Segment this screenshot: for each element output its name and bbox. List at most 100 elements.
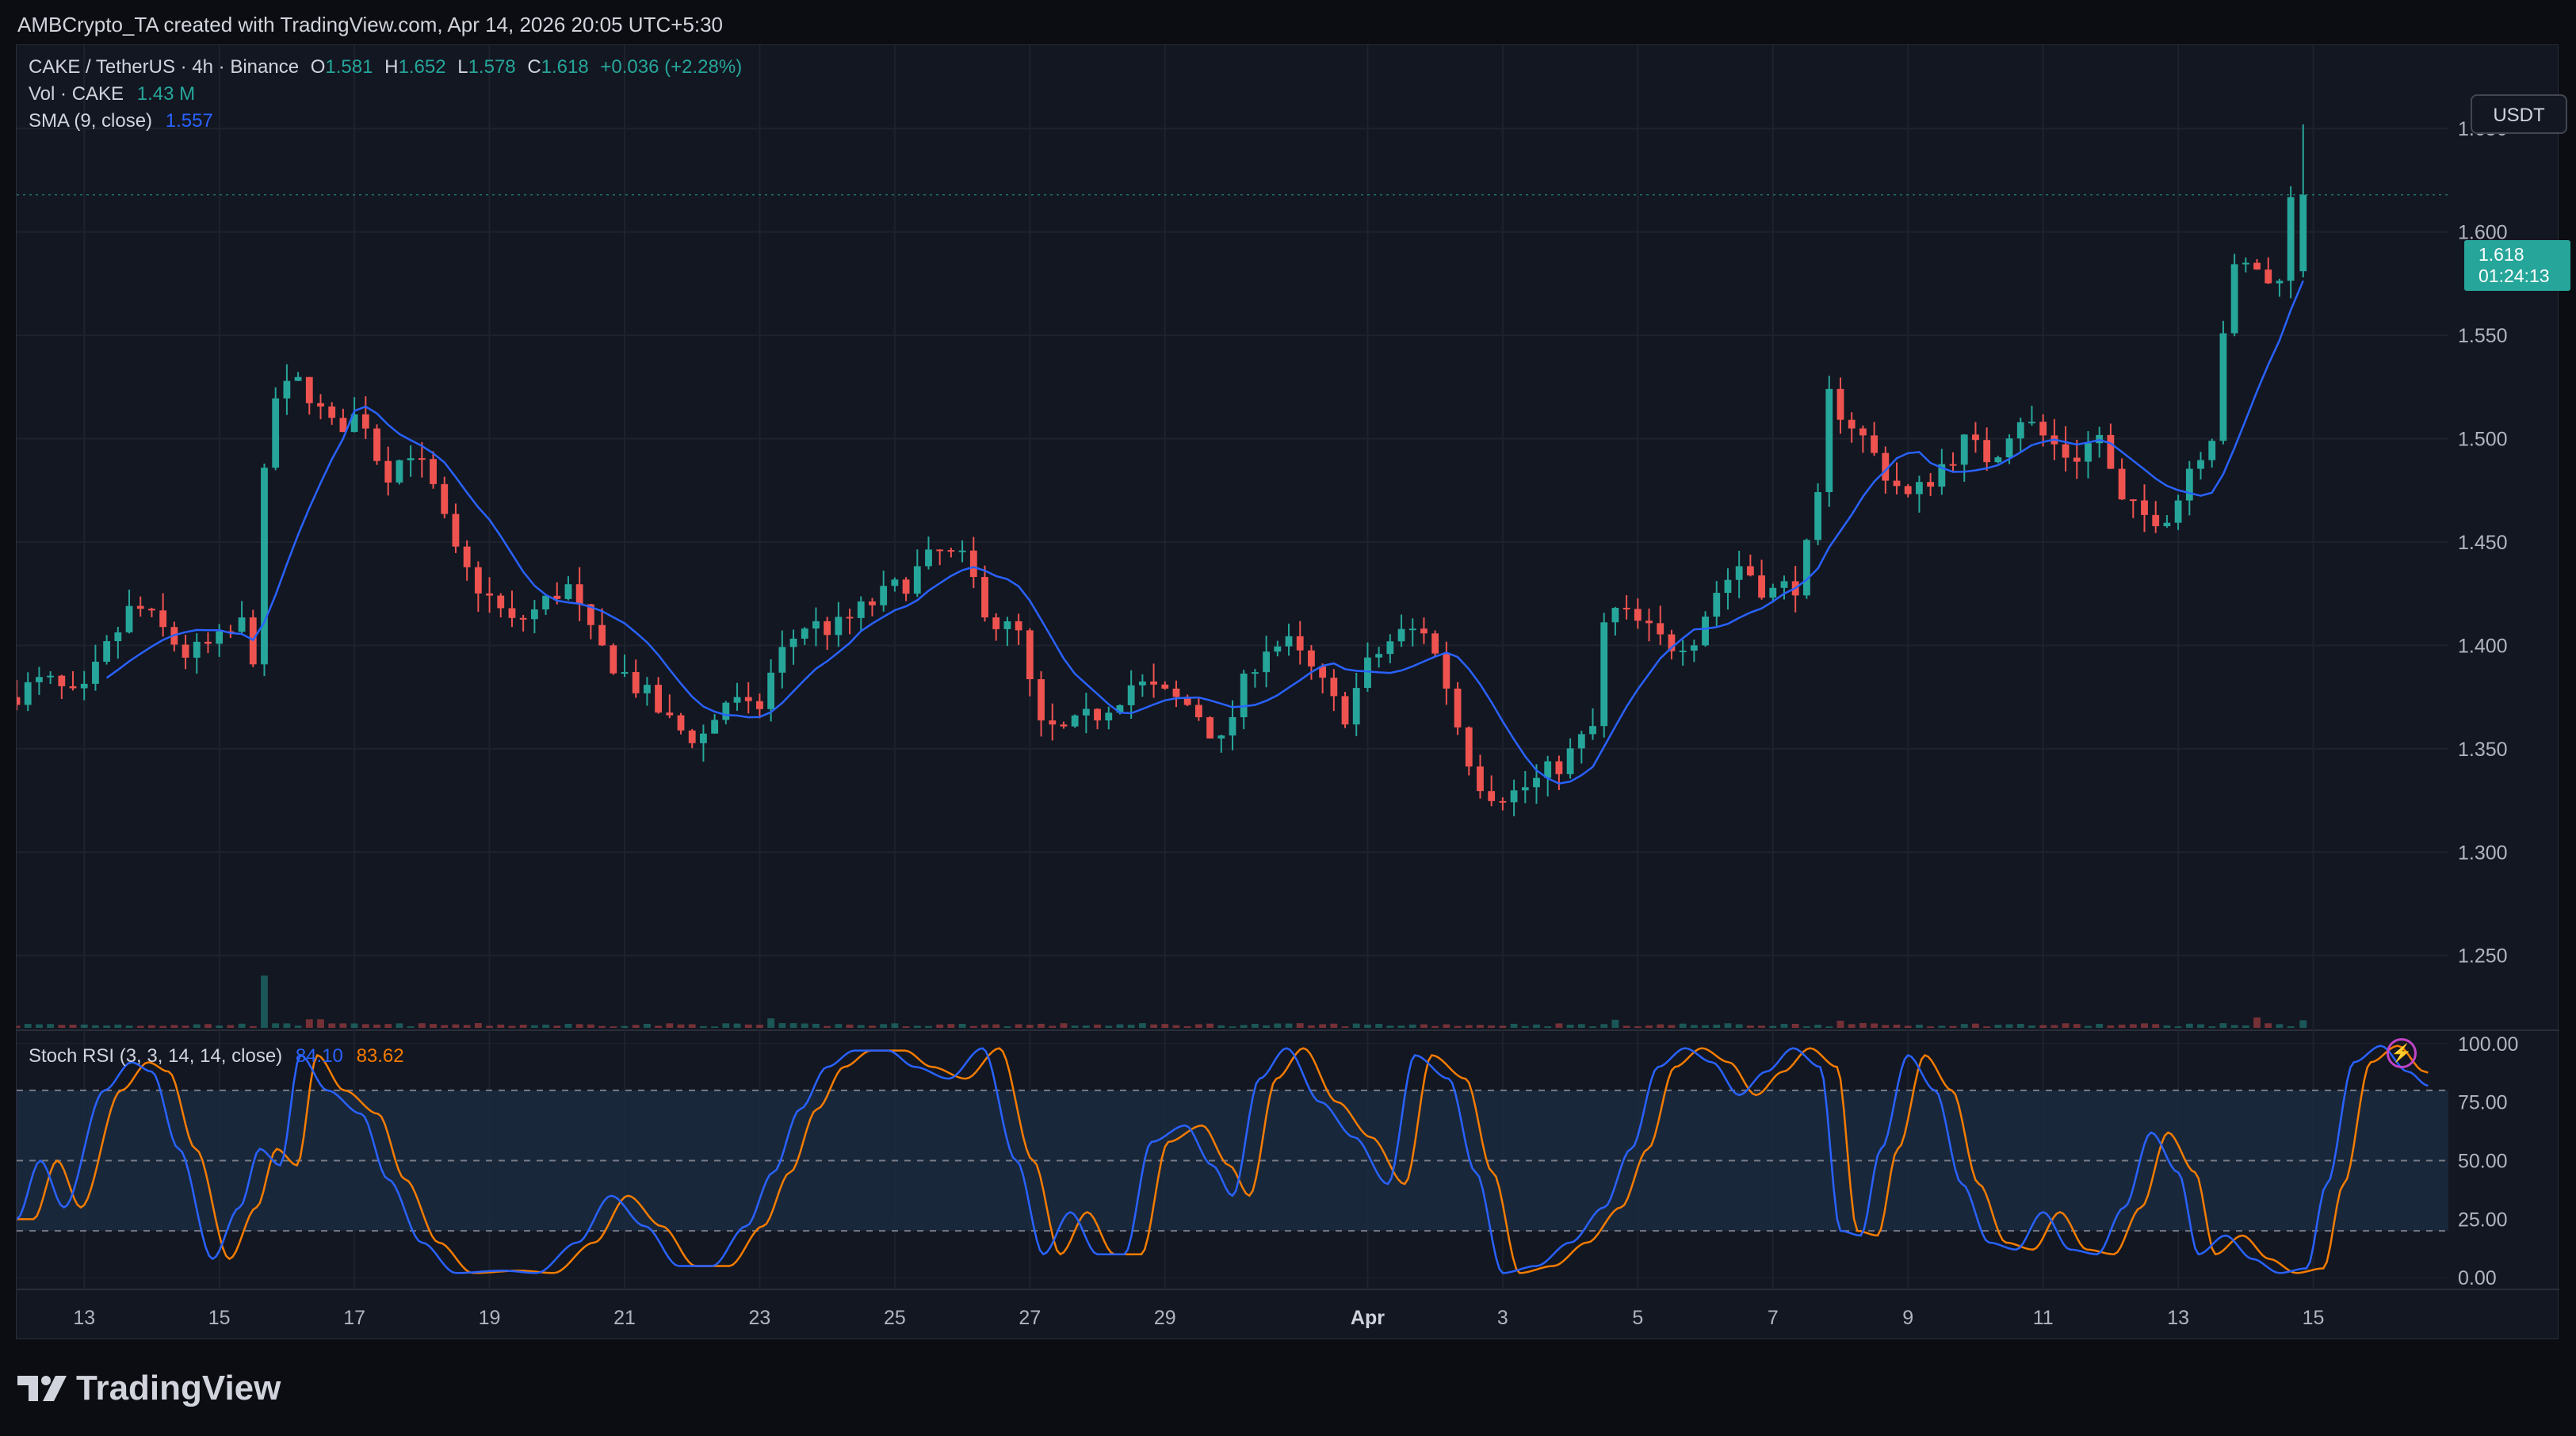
candle-body <box>272 398 280 468</box>
volume-bar <box>958 1023 966 1028</box>
candle-body <box>778 647 786 673</box>
volume-bar <box>1713 1024 1721 1028</box>
candle-body <box>1634 609 1642 621</box>
volume-bar <box>384 1024 392 1028</box>
volume-bar <box>361 1024 369 1028</box>
volume-bar <box>880 1024 888 1028</box>
chart-caption: AMBCrypto_TA created with TradingView.co… <box>17 13 724 36</box>
candle-body <box>441 483 449 514</box>
volume-bar <box>2174 1026 2182 1028</box>
chart-canvas[interactable]: 131517192123252729Apr35791113151.6501.60… <box>17 45 2559 1340</box>
candle-body <box>1026 630 1034 680</box>
price-tick-label: 1.350 <box>2458 739 2508 761</box>
volume-bar <box>1420 1024 1428 1028</box>
x-tick-label: 5 <box>1632 1307 1643 1329</box>
low-label: L <box>457 56 468 78</box>
tradingview-logo[interactable]: TradingView <box>17 1366 281 1411</box>
volume-bar <box>227 1025 235 1028</box>
candle-body <box>350 414 358 433</box>
candle-body <box>114 632 122 642</box>
volume-bar <box>801 1023 808 1028</box>
x-tick-label: 29 <box>1154 1307 1176 1329</box>
candle-body <box>1161 684 1169 689</box>
chart-frame[interactable]: 131517192123252729Apr35791113151.6501.60… <box>16 44 2570 1340</box>
volume-bar <box>1848 1024 1856 1028</box>
volume-bar <box>1679 1023 1687 1028</box>
open-label: O <box>310 56 326 78</box>
stoch-band-fill <box>17 1090 2448 1232</box>
stoch-tick-label: 50.00 <box>2458 1151 2508 1173</box>
volume-bar <box>2118 1024 2126 1028</box>
volume-bar <box>621 1025 629 1028</box>
candle-body <box>2073 457 2081 462</box>
volume-bar <box>869 1025 876 1028</box>
volume-bar <box>1386 1025 1394 1028</box>
candle-body <box>677 715 685 731</box>
candle-body <box>891 579 899 586</box>
volume-bar <box>644 1023 651 1028</box>
candle-body <box>846 617 854 619</box>
candle-body <box>1713 593 1721 617</box>
volume-bar <box>1172 1025 1180 1028</box>
volume-bar <box>2265 1023 2272 1028</box>
volume-bar <box>2028 1025 2035 1028</box>
volume-bar <box>2253 1017 2261 1028</box>
volume-bar <box>474 1023 482 1028</box>
candle-body <box>1690 645 1698 651</box>
candle-body <box>463 546 471 567</box>
currency-selector-button[interactable]: USDT <box>2471 94 2567 134</box>
lightning-bolt-icon[interactable]: ⚡ <box>2387 1038 2417 1068</box>
volume-bar <box>1589 1026 1596 1028</box>
candle-body <box>1814 492 1821 540</box>
candle-body <box>1172 688 1180 697</box>
bar-countdown: 01:24:13 <box>2479 265 2550 286</box>
ohlc-legend: CAKE / TetherUS · 4h · Binance O1.581 H1… <box>29 56 742 78</box>
volume-bar <box>1510 1023 1518 1028</box>
volume-bar <box>969 1025 977 1028</box>
volume-bar <box>1330 1023 1338 1028</box>
volume-bar <box>1859 1023 1867 1028</box>
stoch-k-line <box>17 1045 2429 1274</box>
candle-body <box>1060 724 1068 727</box>
volume-bar <box>1893 1024 1901 1028</box>
volume-bar <box>913 1025 921 1028</box>
volume-bar <box>733 1023 741 1028</box>
volume-legend: Vol · CAKE 1.43 M <box>29 83 195 105</box>
candle-body <box>261 468 268 665</box>
candle-body <box>2242 262 2249 265</box>
high-label: H <box>384 56 399 78</box>
candle-body <box>767 672 775 709</box>
volume-bar <box>1916 1024 1923 1028</box>
candle-body <box>1566 748 1574 774</box>
candle-body <box>1330 678 1338 697</box>
candle-body <box>305 376 313 403</box>
volume-bar <box>1364 1024 1371 1028</box>
x-tick-label: 7 <box>1768 1307 1779 1329</box>
volume-bar <box>2185 1023 2193 1028</box>
price-tick-label: 1.450 <box>2458 532 2508 554</box>
candle-body <box>1319 666 1327 678</box>
volume-bar <box>1038 1023 1045 1028</box>
candle-body <box>1848 419 1856 429</box>
candle-body <box>1645 621 1653 624</box>
candle-body <box>1015 621 1022 631</box>
candle-body <box>1488 791 1496 801</box>
volume-bar <box>17 1025 21 1028</box>
volume-bar <box>1026 1025 1034 1028</box>
footer: TradingView <box>0 1339 2576 1436</box>
candle-body <box>2129 499 2137 502</box>
candle-body <box>2028 422 2035 424</box>
volume-bar <box>216 1025 224 1028</box>
volume-bar <box>159 1025 167 1028</box>
volume-bar <box>2219 1023 2227 1028</box>
volume-bar <box>1488 1025 1496 1028</box>
volume-bar <box>1904 1025 1912 1028</box>
volume-bar <box>103 1025 111 1028</box>
candle-body <box>1082 708 1090 716</box>
candle-body <box>486 593 493 596</box>
volume-bar <box>24 1024 32 1028</box>
volume-bar <box>36 1024 43 1028</box>
candle-body <box>2265 269 2272 284</box>
candle-body <box>361 414 369 429</box>
last-price-value: 1.618 <box>2479 244 2524 265</box>
